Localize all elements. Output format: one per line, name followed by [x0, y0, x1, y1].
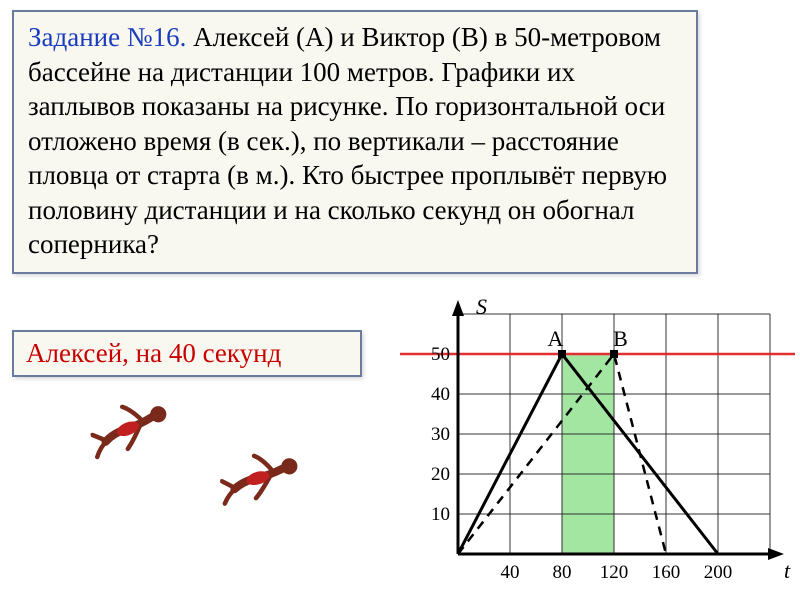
svg-text:160: 160 [652, 562, 681, 583]
svg-text:50: 50 [431, 344, 450, 365]
swim-chart: 40 80 120 160 200 10 20 30 40 50 St А В [400, 296, 795, 596]
problem-text: Задание №16. Алексей (А) и Виктор (В) в … [28, 20, 682, 262]
svg-text:10: 10 [431, 504, 450, 525]
problem-box: Задание №16. Алексей (А) и Виктор (В) в … [12, 10, 698, 274]
svg-text:20: 20 [431, 464, 450, 485]
task-label: Задание №16. [28, 22, 186, 52]
answer-box: Алексей, на 40 секунд [12, 330, 362, 377]
chart-svg: 40 80 120 160 200 10 20 30 40 50 St А В [400, 296, 795, 596]
swimmer-illustration-1 [86, 393, 184, 463]
swimmer-illustration-2 [218, 446, 312, 509]
svg-text:В: В [613, 326, 628, 351]
problem-body: Алексей (А) и Виктор (В) в 50-метровом б… [28, 22, 667, 259]
svg-text:80: 80 [553, 562, 572, 583]
svg-text:А: А [548, 326, 564, 351]
svg-text:40: 40 [501, 562, 520, 583]
answer-text: Алексей, на 40 секунд [26, 338, 348, 369]
svg-text:t: t [784, 558, 791, 583]
svg-text:30: 30 [431, 424, 450, 445]
svg-text:S: S [476, 296, 487, 319]
svg-text:200: 200 [704, 562, 733, 583]
svg-text:120: 120 [600, 562, 629, 583]
svg-text:40: 40 [431, 384, 450, 405]
